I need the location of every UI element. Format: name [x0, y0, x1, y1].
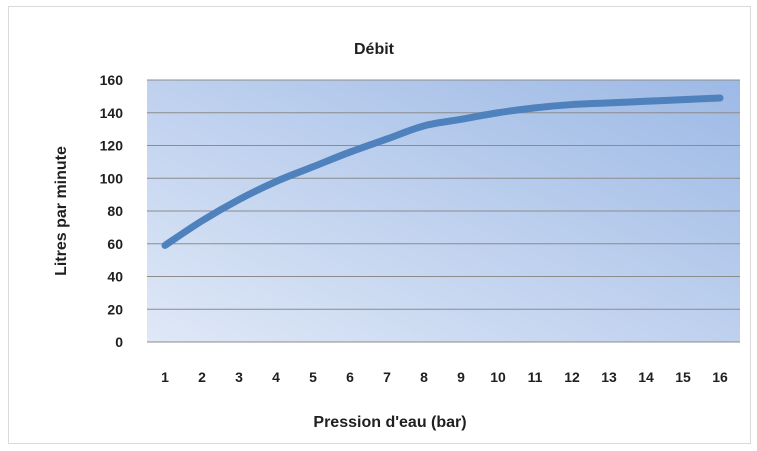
y-tick-label: 100 [100, 170, 124, 186]
data-point [682, 99, 684, 101]
data-point [534, 107, 536, 109]
gridlines [147, 79, 740, 343]
x-tick-label: 5 [309, 369, 317, 385]
x-tick-label: 12 [564, 369, 580, 385]
x-tick-label: 2 [198, 369, 206, 385]
x-tick-label: 4 [272, 369, 280, 385]
data-point [423, 125, 425, 127]
y-tick-label: 20 [107, 301, 123, 317]
data-point [349, 151, 351, 153]
x-tick-label: 6 [346, 369, 354, 385]
x-tick-label: 11 [528, 369, 543, 385]
x-tick-label: 13 [601, 369, 617, 385]
data-point [608, 102, 610, 104]
x-tick-label: 10 [490, 369, 506, 385]
y-tick-label: 140 [100, 105, 124, 121]
x-axis-title: Pression d'eau (bar) [313, 414, 466, 431]
x-tick-label: 7 [383, 369, 391, 385]
y-tick-label: 120 [100, 138, 124, 154]
data-point [275, 181, 277, 183]
y-tick-label: 40 [107, 269, 123, 285]
data-point [164, 244, 166, 246]
x-tick-label: 16 [712, 369, 728, 385]
x-tick-label: 15 [675, 369, 691, 385]
data-point [238, 199, 240, 201]
series-line [161, 94, 724, 249]
data-point [460, 118, 462, 120]
data-point [645, 100, 647, 102]
x-tick-label: 14 [638, 369, 654, 385]
series-layer [161, 94, 724, 249]
y-axis-title: Litres par minute [53, 146, 70, 276]
data-point [571, 104, 573, 106]
data-point [386, 138, 388, 140]
y-tick-label: 0 [115, 334, 123, 350]
data-point [312, 166, 314, 168]
y-axis-ticks: 0 20 40 60 80 100 120 140 160 [100, 72, 124, 350]
chart-title: Débit [354, 41, 395, 58]
y-tick-label: 80 [107, 203, 123, 219]
data-point [497, 112, 499, 114]
x-tick-label: 3 [235, 369, 243, 385]
x-tick-label: 8 [420, 369, 428, 385]
x-tick-label: 1 [161, 369, 169, 385]
x-axis-ticks: 1 2 3 4 5 6 7 8 9 10 11 12 13 14 15 16 [161, 369, 728, 385]
x-tick-label: 9 [457, 369, 465, 385]
data-point [201, 220, 203, 222]
y-tick-label: 60 [107, 236, 123, 252]
data-point [719, 97, 721, 99]
y-tick-label: 160 [100, 72, 124, 88]
